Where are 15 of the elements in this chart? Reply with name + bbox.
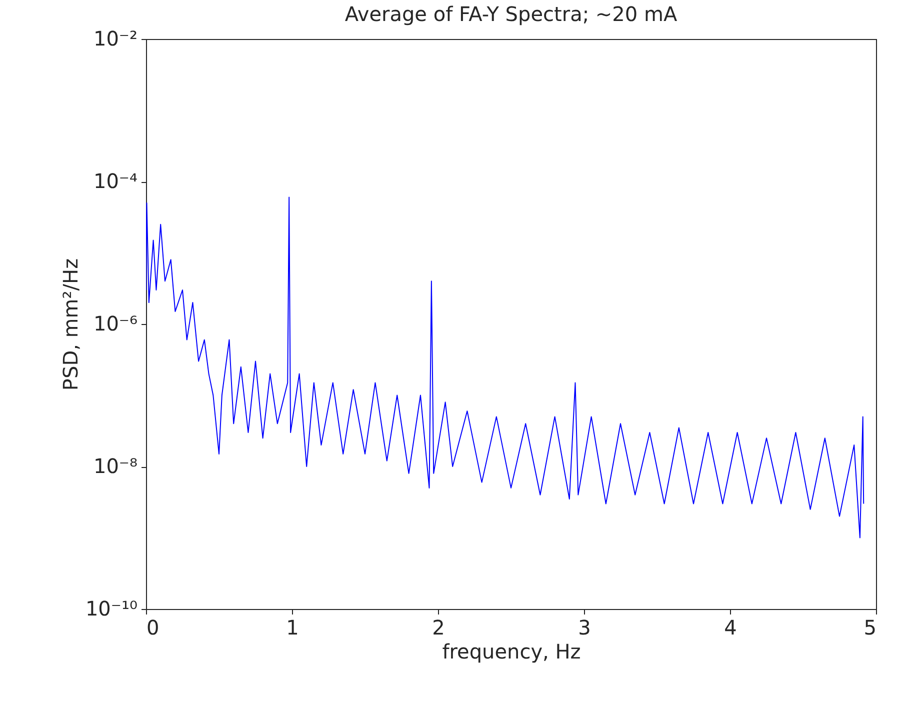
y-tick-label: 10⁻⁴ <box>93 169 138 193</box>
line-series <box>146 196 864 538</box>
y-tick-label: 10⁻⁸ <box>93 454 138 478</box>
x-axis-title: frequency, Hz <box>442 640 581 664</box>
x-tick-label: 4 <box>724 616 737 640</box>
x-tick-label: 2 <box>432 616 445 640</box>
x-tick-label: 5 <box>864 616 876 640</box>
y-tick-label: 10⁻² <box>93 26 138 50</box>
x-tick-label: 3 <box>578 616 591 640</box>
y-tick-label: 10⁻⁶ <box>93 312 138 336</box>
x-tick-label: 0 <box>146 616 160 640</box>
x-tick-label: 1 <box>286 616 299 640</box>
chart-title: Average of FA-Y Spectra; ~20 mA <box>344 2 678 26</box>
y-tick-label: 10⁻¹⁰ <box>85 596 138 620</box>
y-axis-title: PSD, mm²/Hz <box>58 258 82 391</box>
